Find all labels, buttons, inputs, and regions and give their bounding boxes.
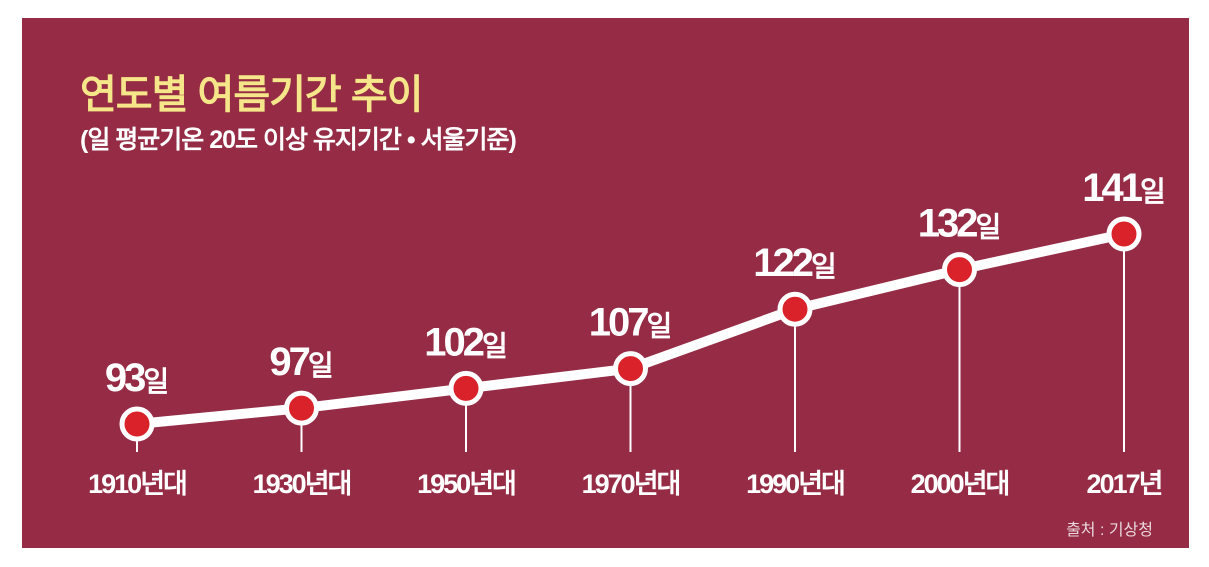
value-label: 107일 — [589, 301, 673, 345]
value-unit: 일 — [143, 366, 169, 397]
value-label: 132일 — [918, 202, 1002, 246]
category-label: 1990년대 — [746, 469, 844, 499]
category-label: 1930년대 — [253, 469, 351, 499]
data-point — [1106, 216, 1142, 252]
value-number: 122 — [753, 241, 812, 285]
data-point — [284, 390, 319, 426]
data-point — [119, 406, 155, 442]
value-label: 102일 — [424, 320, 508, 364]
value-number: 102 — [424, 320, 483, 364]
value-unit: 일 — [1140, 176, 1166, 207]
data-point — [448, 370, 484, 406]
chart-title: 연도별 여름기간 추이 — [80, 73, 423, 117]
value-number: 132 — [918, 202, 977, 246]
data-point — [613, 351, 648, 387]
data-point — [777, 291, 813, 327]
value-number: 93 — [105, 356, 145, 400]
value-label: 122일 — [753, 241, 837, 285]
value-number: 97 — [269, 340, 309, 384]
data-point — [942, 252, 977, 288]
value-label: 141일 — [1082, 166, 1166, 210]
category-label: 1950년대 — [417, 469, 515, 499]
value-unit: 일 — [975, 212, 1001, 243]
category-label: 1910년대 — [88, 469, 186, 499]
category-label: 2017년 — [1087, 469, 1162, 499]
chart-background — [22, 18, 1189, 548]
value-unit: 일 — [308, 350, 334, 381]
value-label: 93일 — [105, 356, 169, 400]
value-unit: 일 — [482, 330, 508, 361]
value-unit: 일 — [811, 251, 837, 282]
chart-subtitle: (일 평균기온 20도 이상 유지기간 • 서울기준) — [80, 126, 517, 154]
data-points — [119, 216, 1142, 442]
category-label: 2000년대 — [911, 469, 1009, 499]
value-number: 107 — [589, 301, 648, 345]
category-labels: 1910년대 1930년대 1950년대 1970년대 1990년대 2000년대 2017… — [88, 469, 1163, 499]
category-label: 1970년대 — [582, 469, 680, 499]
source-note: 출처 : 기상청 — [1066, 522, 1153, 539]
value-unit: 일 — [646, 311, 672, 342]
value-label: 97일 — [269, 340, 333, 384]
value-number: 141 — [1082, 166, 1142, 210]
